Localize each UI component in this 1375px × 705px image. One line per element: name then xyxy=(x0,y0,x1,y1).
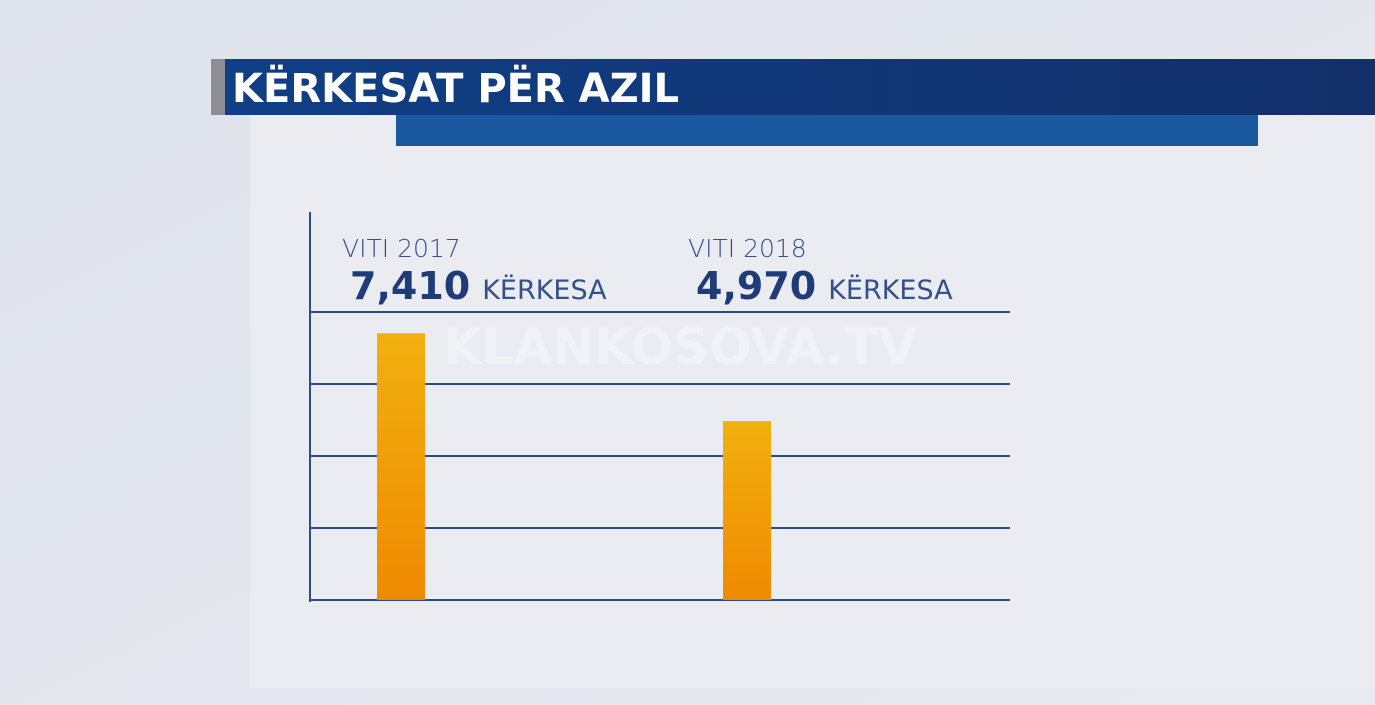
title-accent xyxy=(211,59,226,115)
unit-label: KËRKESA xyxy=(482,274,607,306)
unit-label: KËRKESA xyxy=(828,274,953,306)
panel xyxy=(250,114,1375,688)
watermark: KLANKOSOVA.TV xyxy=(443,318,917,376)
sub-bar xyxy=(396,115,1258,146)
chart-title: KËRKESAT PËR AZIL xyxy=(232,64,679,112)
bar xyxy=(723,421,771,600)
bar xyxy=(377,333,425,600)
value-label: 7,410 xyxy=(350,264,470,308)
category-label: VITI 2018 xyxy=(688,234,807,263)
value-label: 4,970 xyxy=(696,264,816,308)
category-label: VITI 2017 xyxy=(342,234,461,263)
title-bar xyxy=(225,59,1375,115)
